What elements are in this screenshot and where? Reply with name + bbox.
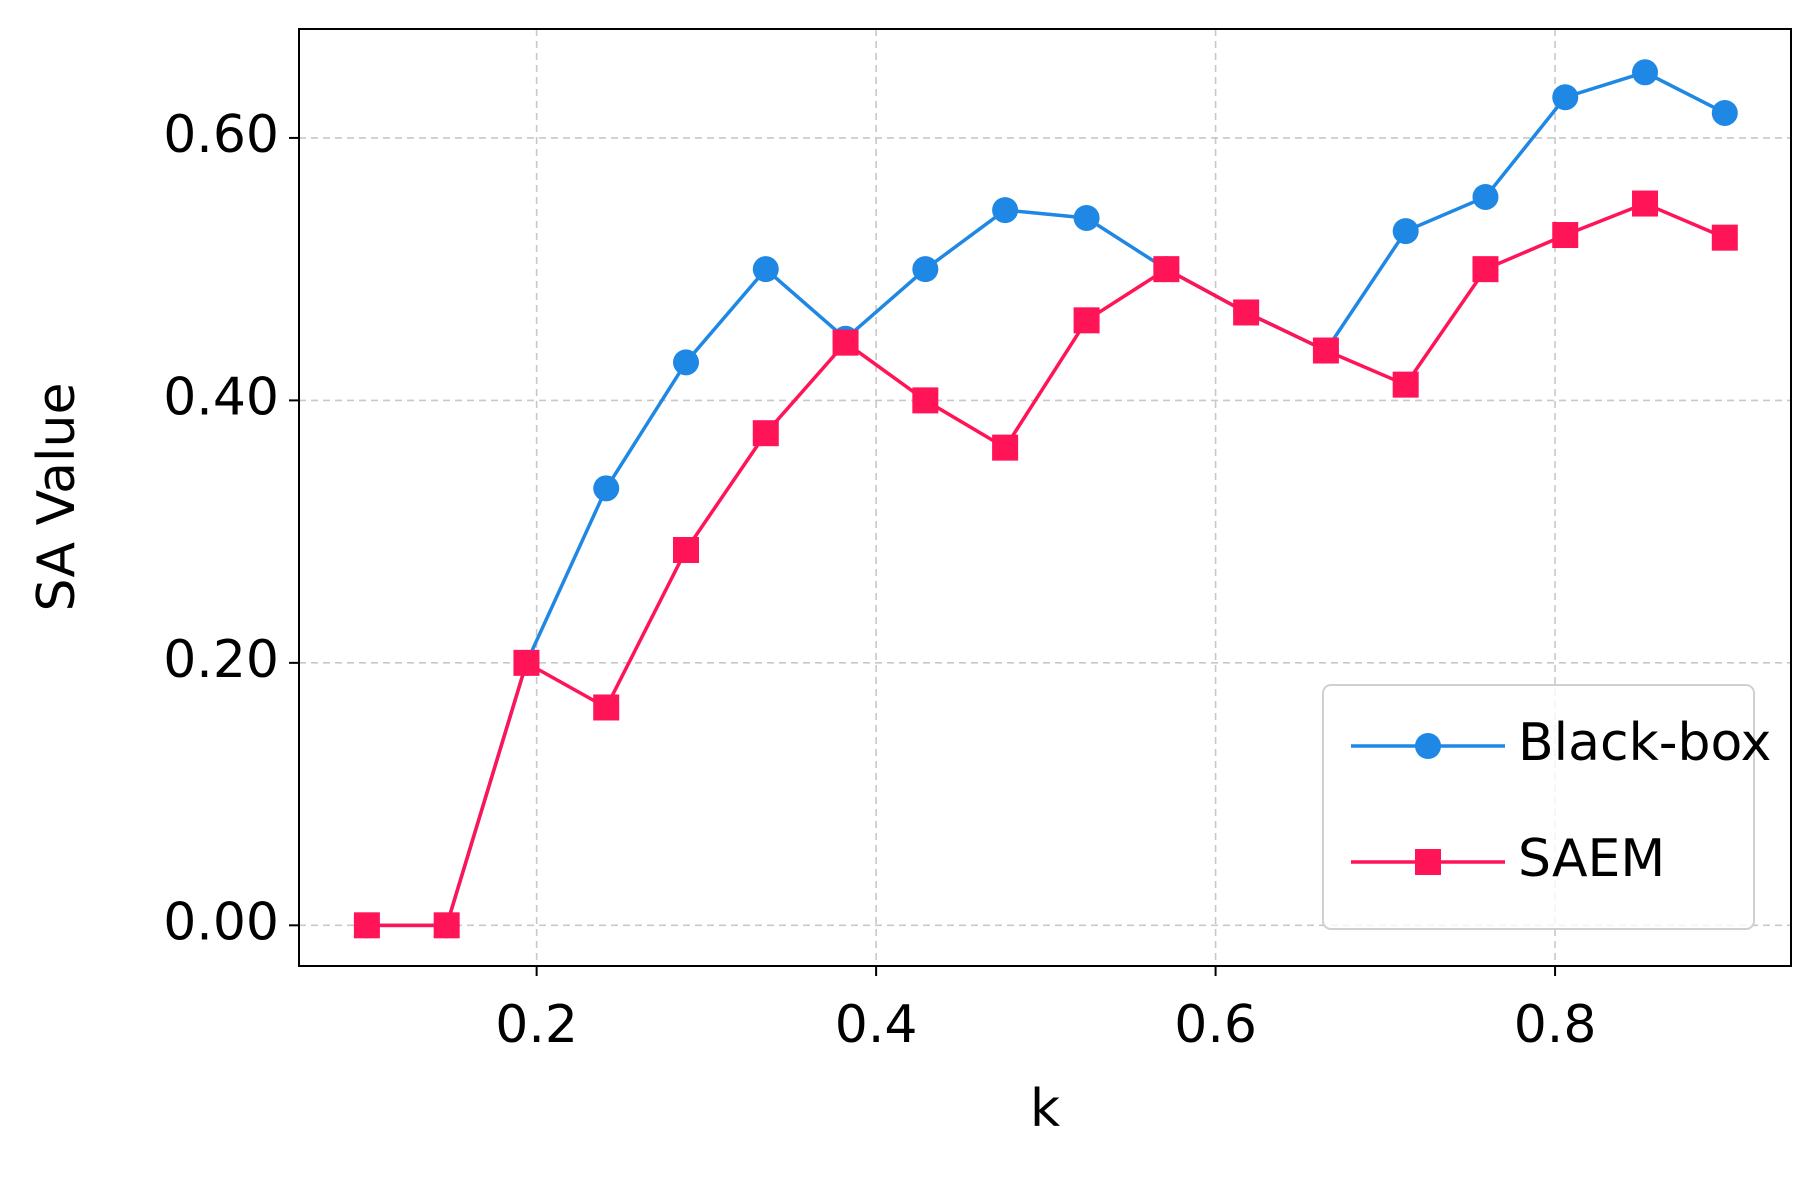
- data-point: [1711, 224, 1738, 251]
- data-point: [1073, 204, 1100, 231]
- data-point: [1233, 299, 1260, 326]
- data-point: [1472, 183, 1499, 210]
- data-point: [1472, 256, 1499, 283]
- data-point: [1312, 337, 1339, 364]
- data-point: [673, 349, 700, 376]
- data-point: [353, 912, 380, 939]
- x-tick-label: 0.8: [1514, 995, 1597, 1055]
- x-axis-label: k: [1030, 1079, 1060, 1139]
- x-tick-label: 0.4: [835, 995, 918, 1055]
- data-point: [1552, 84, 1579, 111]
- data-point: [673, 536, 700, 563]
- data-point: [1392, 371, 1419, 398]
- data-point: [992, 197, 1019, 224]
- data-point: [992, 434, 1019, 461]
- legend-marker: [1415, 733, 1441, 759]
- data-point: [1711, 99, 1738, 126]
- data-point: [1632, 190, 1659, 217]
- y-axis-label: SA Value: [27, 383, 87, 612]
- data-point: [513, 649, 540, 676]
- legend-label: Black-box: [1518, 713, 1771, 773]
- data-point: [752, 420, 779, 447]
- data-point: [1392, 218, 1419, 245]
- x-tick-label: 0.6: [1174, 995, 1257, 1055]
- data-point: [912, 256, 939, 283]
- legend-marker: [1415, 849, 1441, 875]
- y-tick-label: 0.00: [163, 892, 279, 952]
- data-point: [1552, 222, 1579, 249]
- x-tick-label: 0.2: [495, 995, 578, 1055]
- series-line: [366, 201, 1726, 928]
- data-point: [752, 256, 779, 283]
- y-tick-label: 0.40: [163, 367, 279, 427]
- legend-label: SAEM: [1518, 829, 1665, 889]
- plot-frame: [298, 28, 1792, 967]
- data-point: [1073, 307, 1100, 334]
- y-tick-label: 0.20: [163, 630, 279, 690]
- y-tick-label: 0.60: [163, 105, 279, 165]
- series-line: [366, 70, 1726, 928]
- data-point: [1632, 59, 1659, 86]
- data-point: [593, 475, 620, 502]
- data-point: [593, 694, 620, 721]
- data-point: [912, 387, 939, 414]
- data-point: [433, 912, 460, 939]
- data-point: [1153, 256, 1180, 283]
- data-point: [832, 329, 859, 356]
